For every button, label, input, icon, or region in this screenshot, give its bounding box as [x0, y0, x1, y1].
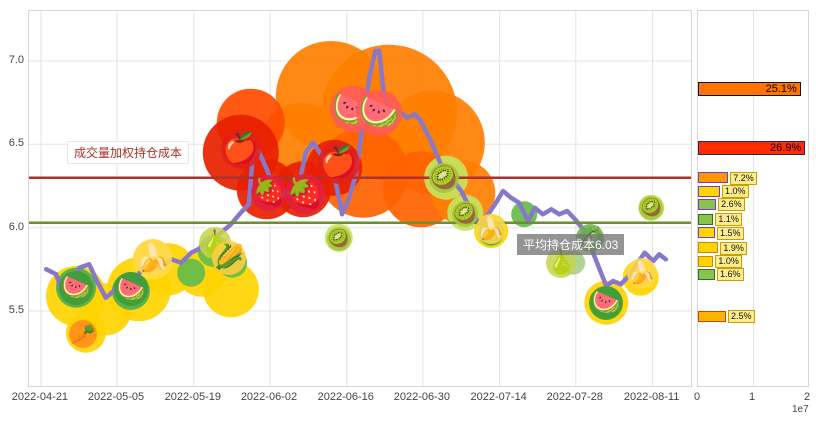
distribution-x-tick: 1 — [748, 391, 756, 403]
y-axis-tick: 6.0 — [8, 220, 24, 233]
x-axis-tick: 2022-04-21 — [11, 391, 69, 403]
x-axis-tick: 2022-05-19 — [164, 391, 221, 403]
chip-density-blob — [590, 286, 623, 319]
distribution-bar — [698, 227, 716, 239]
distribution-bar — [698, 198, 717, 210]
bar-percentage-label: 2.5% — [728, 310, 755, 323]
distribution-x-tick: 0 — [693, 391, 701, 403]
x-axis-tick: 2022-07-14 — [470, 391, 527, 403]
price-chart-plot: 🍎🍎🍓🍓🍉🍉🥝🥝🥝🥝🍌🍌🍌🍐🍐🌽🍉🍉🍉🥕🫛 成交量加权持仓成本 平均持仓成本6.… — [28, 10, 692, 387]
chip-density-blob — [65, 312, 106, 353]
x-axis-tick: 2022-06-02 — [240, 391, 298, 403]
chip-density-blob — [202, 261, 259, 318]
bar-percentage-label: 1.9% — [720, 241, 747, 255]
distribution-bar — [698, 255, 714, 267]
distribution-bar — [698, 242, 719, 254]
chip-density-blob — [324, 223, 353, 252]
chip-density-blob — [217, 247, 248, 278]
chip-density-blob — [638, 194, 665, 221]
bar-percentage-label: 1.1% — [715, 213, 742, 227]
avg-cost-label: 平均持仓成本6.03 — [517, 234, 625, 255]
distribution-bar: 26.9% — [698, 140, 806, 155]
x-axis-tick: 2022-06-30 — [393, 391, 451, 403]
bar-percentage-label: 7.2% — [730, 171, 757, 185]
x-axis-tick: 2022-06-16 — [317, 391, 374, 403]
distribution-bar: 25.1% — [698, 82, 801, 97]
distribution-bar — [698, 268, 716, 280]
distribution-bar — [698, 185, 720, 197]
y-axis-tick: 5.5 — [8, 304, 24, 316]
chip-density-blob — [111, 272, 150, 310]
distribution-bar — [698, 310, 727, 322]
y-axis-tick: 7.0 — [8, 54, 24, 66]
chip-density-blob — [177, 258, 206, 287]
distribution-plot: 25.1% 26.9% 7.2% 1.0% 2.6% 1.1% 1.5% 1.9% 1.0% 1.… — [697, 10, 809, 387]
bar-percentage-label: 26.9% — [770, 141, 802, 154]
gridline-vertical — [753, 11, 754, 386]
vwap-cost-label: 成交量加权持仓成本 — [67, 141, 190, 164]
bar-percentage-label: 1.0% — [722, 185, 749, 198]
distribution-bars: 25.1% 26.9% 7.2% 1.0% 2.6% 1.1% 1.5% 1.9% 1.0% 1.… — [698, 11, 808, 386]
bar-percentage-label: 1.0% — [715, 255, 742, 268]
price-chart-canvas — [29, 11, 691, 386]
x-axis-tick: 2022-05-05 — [87, 391, 145, 403]
x-axis-tick: 2022-08-11 — [623, 391, 680, 403]
distribution-x-tick: 2 — [803, 391, 811, 403]
bar-percentage-label: 1.5% — [717, 226, 744, 240]
axis-scale-note: 1e7 — [792, 404, 809, 415]
bar-percentage-label: 25.1% — [765, 83, 797, 96]
y-axis-tick: 6.5 — [8, 137, 24, 150]
distribution-bar — [698, 172, 729, 184]
x-axis-tick: 2022-07-28 — [546, 391, 603, 403]
bar-percentage-label: 2.6% — [718, 198, 745, 212]
distribution-bar — [698, 213, 714, 225]
bar-percentage-label: 1.6% — [717, 268, 744, 282]
